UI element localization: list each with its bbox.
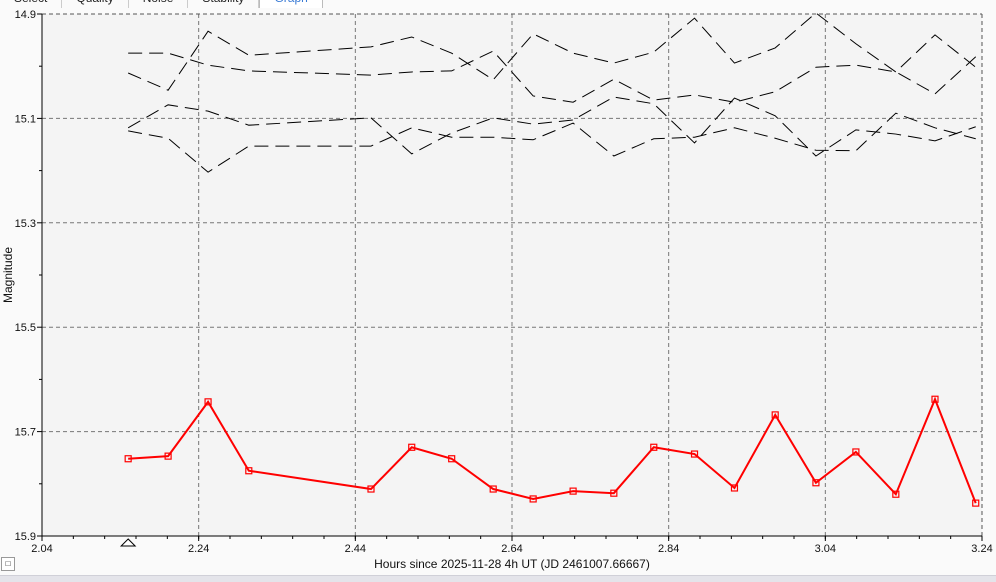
target-data-point [650, 443, 658, 451]
x-axis-label: Hours since 2025-11-28 4h UT (JD 2461007… [374, 557, 650, 571]
comparison-series-line-2 [128, 50, 977, 103]
x-tick-label: 2.24 [188, 543, 209, 555]
target-data-point [730, 484, 739, 492]
x-tick-label: 3.24 [971, 543, 992, 555]
x-tick-label: 3.04 [815, 543, 836, 555]
x-tick-label: 2.44 [345, 543, 366, 555]
target-data-point [204, 398, 212, 406]
y-tick-label: 15.5 [15, 322, 36, 334]
status-strip [0, 575, 996, 582]
x-tick-label: 2.84 [658, 543, 679, 555]
y-tick-label: 15.7 [15, 427, 36, 439]
tab-noise[interactable]: Noise [129, 0, 189, 8]
target-data-point [164, 452, 172, 460]
target-data-point [610, 489, 618, 497]
target-data-point [124, 455, 132, 463]
time-marker-triangle-icon [119, 538, 137, 547]
target-data-point [367, 485, 375, 493]
small-toggle-button[interactable]: □ [1, 557, 15, 571]
target-data-point [245, 467, 253, 475]
tab-stability[interactable]: Stability [188, 0, 260, 8]
target-data-point [972, 499, 980, 507]
target-data-point [408, 443, 416, 451]
tab-bar: Select Quality Noise Stability Graph [0, 0, 323, 8]
comparison-series-line-4 [128, 112, 976, 173]
target-data-point [852, 448, 860, 456]
target-data-point [931, 395, 939, 403]
tab-quality[interactable]: Quality [62, 0, 129, 8]
x-tick-label: 2.04 [31, 543, 52, 555]
y-tick-label: 15.9 [15, 531, 36, 543]
target-data-point [448, 455, 456, 463]
y-tick-label: 14.9 [15, 9, 36, 21]
tab-graph[interactable]: Graph [259, 0, 323, 8]
target-data-point [569, 487, 577, 495]
target-data-point [771, 411, 779, 419]
axes: 2.04 2.24 2.44 2.64 2.84 3.04 3.24 14.9 15.1 15.3… [15, 9, 993, 555]
target-data-point [690, 450, 699, 458]
target-data-point [489, 485, 497, 493]
target-series-line [128, 396, 977, 504]
x-tick-label: 2.64 [501, 543, 522, 555]
target-data-point [529, 495, 537, 503]
comparison-series-line-3 [127, 96, 976, 157]
grid [42, 13, 983, 536]
target-data-point [892, 490, 900, 498]
tab-select[interactable]: Select [0, 0, 63, 8]
target-data-point [812, 479, 820, 487]
series-layer [124, 12, 980, 507]
y-axis-label: Magnitude [1, 247, 15, 303]
y-tick-label: 15.1 [15, 113, 36, 125]
y-tick-label: 15.3 [15, 218, 36, 230]
